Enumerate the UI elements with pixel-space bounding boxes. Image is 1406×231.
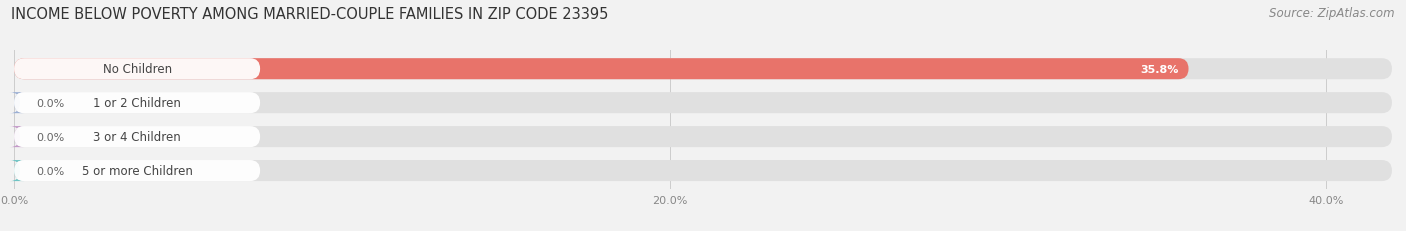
FancyBboxPatch shape [14,59,1392,80]
FancyBboxPatch shape [14,127,260,148]
Text: Source: ZipAtlas.com: Source: ZipAtlas.com [1270,7,1395,20]
Text: 0.0%: 0.0% [37,98,65,108]
FancyBboxPatch shape [14,93,1392,114]
Text: 1 or 2 Children: 1 or 2 Children [93,97,181,110]
FancyBboxPatch shape [14,93,260,114]
FancyBboxPatch shape [10,127,24,148]
Text: 0.0%: 0.0% [37,132,65,142]
FancyBboxPatch shape [10,93,24,114]
Text: No Children: No Children [103,63,172,76]
FancyBboxPatch shape [14,59,1188,80]
Text: 5 or more Children: 5 or more Children [82,164,193,177]
FancyBboxPatch shape [14,160,260,181]
Text: INCOME BELOW POVERTY AMONG MARRIED-COUPLE FAMILIES IN ZIP CODE 23395: INCOME BELOW POVERTY AMONG MARRIED-COUPL… [11,7,609,22]
FancyBboxPatch shape [14,127,1392,148]
Text: 35.8%: 35.8% [1140,64,1178,74]
Text: 3 or 4 Children: 3 or 4 Children [93,131,181,143]
FancyBboxPatch shape [10,160,24,181]
FancyBboxPatch shape [14,160,1392,181]
FancyBboxPatch shape [14,59,260,80]
Text: 0.0%: 0.0% [37,166,65,176]
